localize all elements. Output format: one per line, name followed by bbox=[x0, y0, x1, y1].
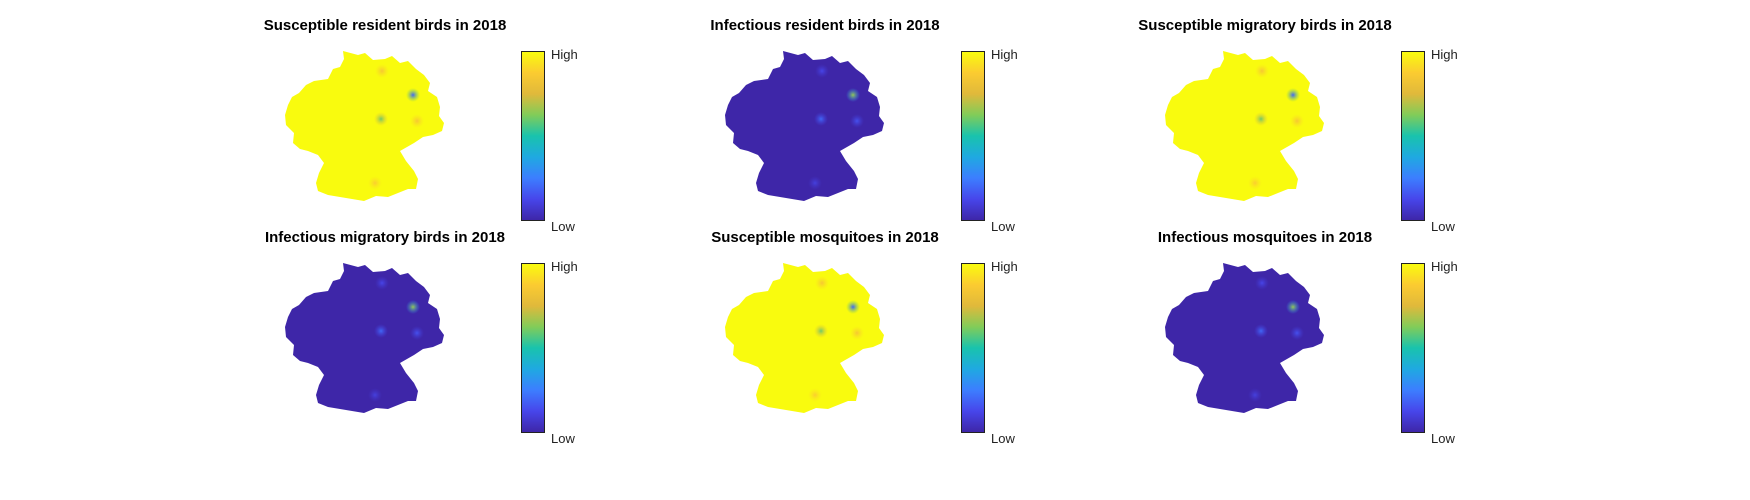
germany-heatmap bbox=[725, 263, 884, 413]
colorbar bbox=[521, 263, 545, 433]
germany-land bbox=[285, 51, 444, 201]
germany-land bbox=[1165, 51, 1324, 201]
colorbar-high-label: High bbox=[551, 259, 578, 274]
hotspot-center bbox=[814, 112, 828, 126]
hotspot-east bbox=[1290, 114, 1304, 128]
hotspot-east bbox=[850, 326, 864, 340]
hotspot-east bbox=[850, 114, 864, 128]
hotspot-northeast bbox=[406, 88, 420, 102]
hotspot-south bbox=[808, 388, 822, 402]
colorbar-low-label: Low bbox=[1431, 431, 1455, 446]
germany-heatmap bbox=[1165, 263, 1324, 413]
chart-title: Infectious resident birds in 2018 bbox=[710, 17, 940, 34]
colorbar-high-label: High bbox=[1431, 259, 1458, 274]
hotspot-east bbox=[410, 114, 424, 128]
hotspot-north bbox=[1255, 64, 1269, 78]
hotspot-south bbox=[368, 388, 382, 402]
colorbar-high-label: High bbox=[991, 47, 1018, 62]
hotspot-northeast bbox=[846, 88, 860, 102]
germany-heatmap bbox=[285, 51, 444, 201]
colorbar-low-label: Low bbox=[991, 431, 1015, 446]
germany-heatmap bbox=[285, 263, 444, 413]
hotspot-north bbox=[375, 276, 389, 290]
hotspot-center bbox=[1254, 112, 1268, 126]
hotspot-south bbox=[368, 176, 382, 190]
hotspot-south bbox=[1248, 388, 1262, 402]
hotspot-north bbox=[375, 64, 389, 78]
hotspot-northeast bbox=[406, 300, 420, 314]
chart-panel: Infectious resident birds in 2018 High L… bbox=[655, 17, 1115, 237]
colorbar-low-label: Low bbox=[991, 219, 1015, 234]
hotspot-northeast bbox=[1286, 300, 1300, 314]
hotspot-south bbox=[1248, 176, 1262, 190]
chart-panel: Susceptible migratory birds in 2018 High… bbox=[1095, 17, 1555, 237]
chart-title: Susceptible migratory birds in 2018 bbox=[1138, 17, 1392, 34]
chart-panel: Infectious migratory birds in 2018 High … bbox=[215, 229, 675, 449]
chart-title: Susceptible resident birds in 2018 bbox=[263, 17, 507, 34]
chart-panel: Susceptible mosquitoes in 2018 High Low bbox=[655, 229, 1115, 449]
hotspot-center bbox=[374, 112, 388, 126]
colorbar bbox=[1401, 263, 1425, 433]
colorbar-low-label: Low bbox=[551, 431, 575, 446]
colorbar-low-label: Low bbox=[551, 219, 575, 234]
germany-land bbox=[1165, 263, 1324, 413]
colorbar bbox=[1401, 51, 1425, 221]
hotspot-center bbox=[374, 324, 388, 338]
colorbar bbox=[961, 51, 985, 221]
chart-panel: Infectious mosquitoes in 2018 High Low bbox=[1095, 229, 1555, 449]
hotspot-east bbox=[410, 326, 424, 340]
hotspot-south bbox=[808, 176, 822, 190]
chart-panel: Susceptible resident birds in 2018 High … bbox=[215, 17, 675, 237]
hotspot-center bbox=[1254, 324, 1268, 338]
colorbar-low-label: Low bbox=[1431, 219, 1455, 234]
germany-land bbox=[285, 263, 444, 413]
hotspot-northeast bbox=[846, 300, 860, 314]
germany-land bbox=[725, 263, 884, 413]
hotspot-center bbox=[814, 324, 828, 338]
germany-land bbox=[725, 51, 884, 201]
chart-title: Susceptible mosquitoes in 2018 bbox=[711, 229, 939, 246]
hotspot-north bbox=[815, 64, 829, 78]
colorbar-high-label: High bbox=[991, 259, 1018, 274]
chart-title: Infectious mosquitoes in 2018 bbox=[1157, 229, 1373, 246]
hotspot-northeast bbox=[1286, 88, 1300, 102]
hotspot-east bbox=[1290, 326, 1304, 340]
germany-heatmap bbox=[1165, 51, 1324, 201]
colorbar bbox=[961, 263, 985, 433]
hotspot-north bbox=[1255, 276, 1269, 290]
hotspot-north bbox=[815, 276, 829, 290]
colorbar-high-label: High bbox=[551, 47, 578, 62]
germany-heatmap bbox=[725, 51, 884, 201]
colorbar-high-label: High bbox=[1431, 47, 1458, 62]
colorbar bbox=[521, 51, 545, 221]
chart-title: Infectious migratory birds in 2018 bbox=[264, 229, 506, 246]
